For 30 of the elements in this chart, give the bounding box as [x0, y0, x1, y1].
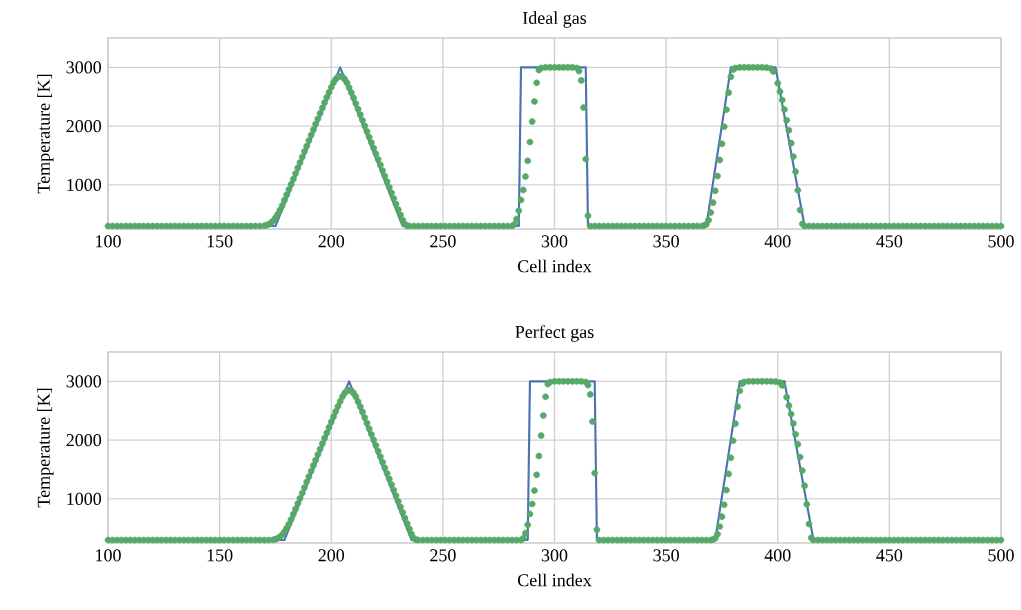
y-tick-label: 2000 — [66, 120, 102, 133]
x-tick-label: 400 — [764, 235, 791, 248]
x-axis-title: Cell index — [517, 573, 592, 587]
x-axis-title: Cell index — [517, 259, 592, 273]
x-tick-label: 200 — [318, 235, 345, 248]
x-tick-label: 350 — [653, 549, 679, 562]
x-tick-label: 100 — [96, 549, 121, 562]
y-tick-label: 3000 — [66, 61, 102, 74]
y-axis-title: Temperature [K] — [37, 388, 54, 508]
x-tick-label: 250 — [430, 549, 456, 562]
x-tick-label: 400 — [764, 549, 791, 562]
y-tick-label: 1000 — [67, 492, 102, 505]
y-tick-label: 2000 — [66, 434, 102, 447]
x-tick-label: 250 — [430, 235, 456, 248]
chart-title: Perfect gas — [515, 325, 594, 342]
x-tick-label: 100 — [96, 235, 121, 248]
x-tick-label: 450 — [876, 235, 903, 248]
x-tick-label: 300 — [541, 235, 568, 248]
y-axis-title: Temperature [K] — [37, 74, 54, 194]
x-tick-label: 500 — [988, 549, 1014, 562]
x-tick-label: 150 — [207, 235, 233, 248]
x-tick-label: 500 — [988, 235, 1014, 248]
x-tick-label: 200 — [318, 549, 345, 562]
x-tick-label: 150 — [207, 549, 233, 562]
x-tick-label: 350 — [653, 235, 679, 248]
chart-title: Ideal gas — [522, 11, 587, 28]
x-tick-label: 450 — [876, 549, 903, 562]
x-tick-label: 300 — [541, 549, 568, 562]
y-tick-label: 3000 — [66, 375, 102, 388]
y-tick-label: 1000 — [67, 178, 102, 191]
